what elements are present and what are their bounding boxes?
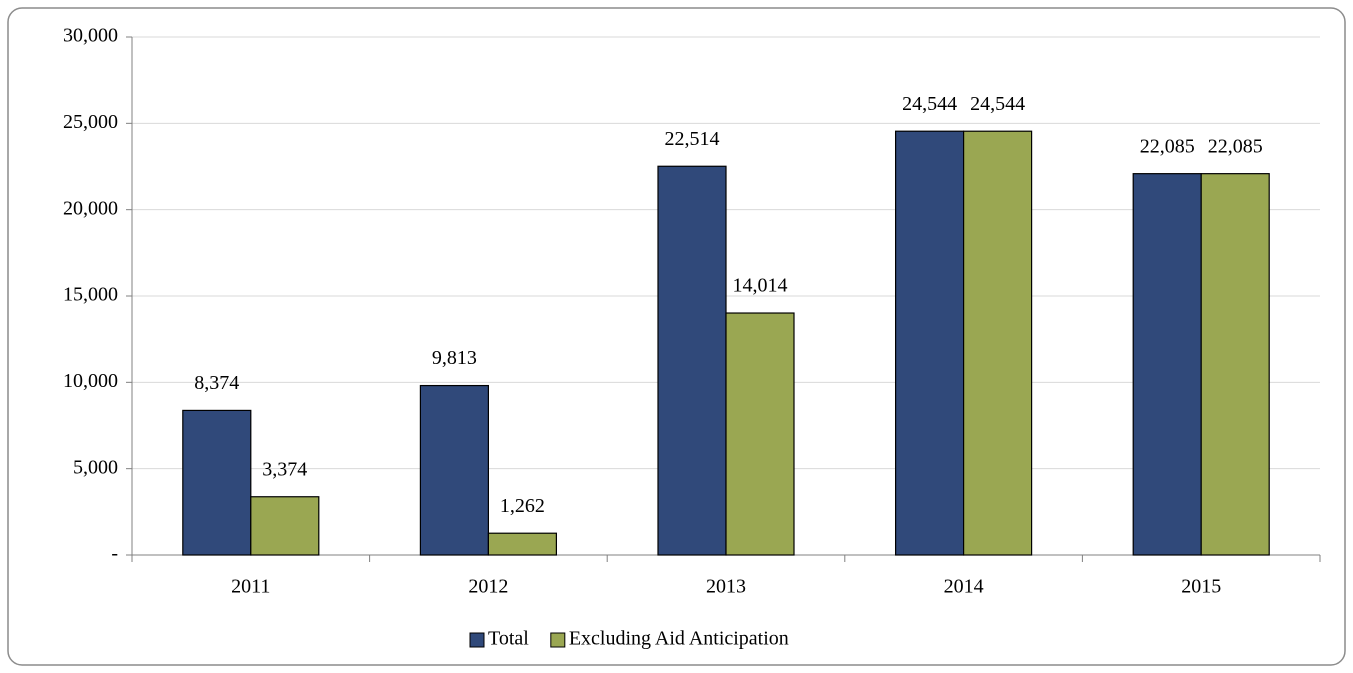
data-label: 8,374 bbox=[194, 372, 239, 394]
bar bbox=[1132, 173, 1202, 556]
y-tick-label: 25,000 bbox=[63, 111, 118, 133]
data-label: 9,813 bbox=[432, 347, 477, 369]
legend-label: Excluding Aid Anticipation bbox=[569, 628, 789, 650]
data-label: 14,014 bbox=[733, 275, 788, 297]
data-label: 22,085 bbox=[1208, 135, 1263, 157]
data-label: 24,544 bbox=[902, 93, 957, 115]
legend-label: Total bbox=[488, 628, 529, 650]
bar bbox=[419, 384, 489, 556]
data-label: 1,262 bbox=[500, 495, 545, 517]
legend-swatch bbox=[550, 632, 566, 648]
y-tick-label: - bbox=[111, 543, 118, 565]
x-tick-label: 2012 bbox=[468, 576, 508, 598]
data-label: 22,514 bbox=[665, 128, 720, 150]
bar bbox=[182, 409, 252, 556]
x-tick-label: 2013 bbox=[706, 576, 746, 598]
bar bbox=[657, 165, 727, 556]
bar bbox=[962, 130, 1033, 556]
bar bbox=[250, 496, 320, 556]
data-label: 24,544 bbox=[970, 93, 1025, 115]
y-tick-label: 15,000 bbox=[63, 284, 118, 306]
bar bbox=[894, 130, 965, 556]
x-tick-label: 2015 bbox=[1181, 576, 1221, 598]
y-tick-label: 10,000 bbox=[63, 370, 118, 392]
y-tick-label: 5,000 bbox=[73, 456, 118, 478]
bar bbox=[725, 312, 795, 556]
data-label: 22,085 bbox=[1140, 135, 1195, 157]
x-tick-label: 2014 bbox=[944, 576, 984, 598]
bar bbox=[487, 532, 557, 556]
x-tick-label: 2011 bbox=[231, 576, 270, 598]
bar bbox=[1200, 173, 1270, 556]
y-tick-label: 20,000 bbox=[63, 197, 118, 219]
y-tick-label: 30,000 bbox=[63, 25, 118, 47]
legend-swatch bbox=[469, 632, 485, 648]
data-label: 3,374 bbox=[262, 458, 307, 480]
